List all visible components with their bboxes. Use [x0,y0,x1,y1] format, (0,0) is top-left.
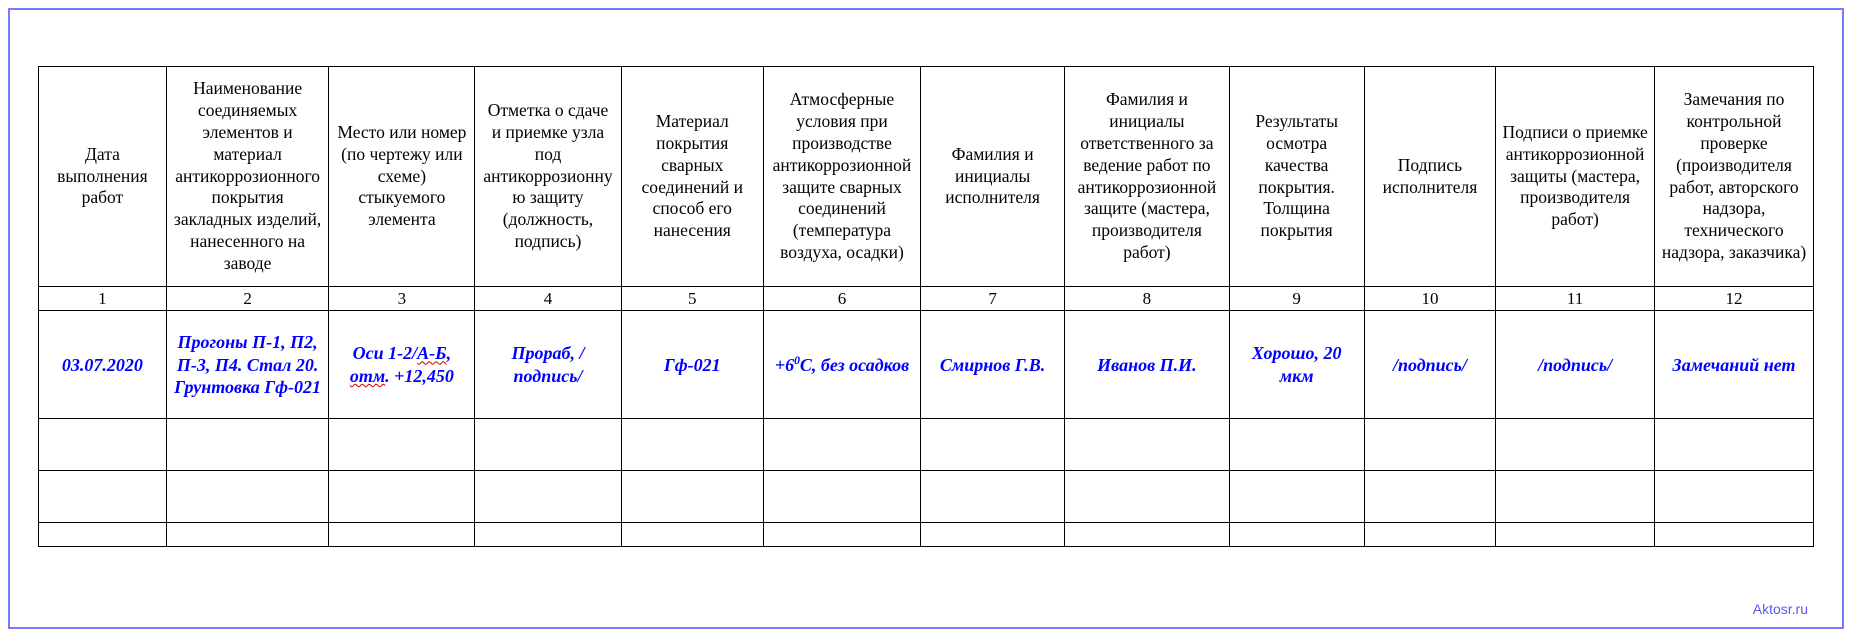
cell-remarks: Замечаний нет [1655,311,1814,419]
attribution-text: Aktosr.ru [1753,601,1808,617]
num-3: 3 [329,287,475,311]
num-7: 7 [920,287,1064,311]
table-row [39,471,1814,523]
header-10: Подпись исполнителя [1364,67,1495,287]
cell-acceptance: Прораб, /подпись/ [475,311,621,419]
header-11: Подписи о приемке антикоррозионной защит… [1496,67,1655,287]
journal-table: Дата выполнения работ Наименование соеди… [38,66,1814,547]
document-frame: Дата выполнения работ Наименование соеди… [8,8,1844,629]
cell-location: Оси 1-2/А-Б, отм. +12,450 [329,311,475,419]
table-row [39,523,1814,547]
num-1: 1 [39,287,167,311]
number-row: 1 2 3 4 5 6 7 8 9 10 11 12 [39,287,1814,311]
num-10: 10 [1364,287,1495,311]
table-row [39,419,1814,471]
cell-responsible: Иванов П.И. [1065,311,1229,419]
table-row: 03.07.2020 Прогоны П-1, П2, П-3, П4. Ста… [39,311,1814,419]
header-8: Фамилия и инициалы ответственного за вед… [1065,67,1229,287]
header-7: Фамилия и инициалы исполнителя [920,67,1064,287]
header-4: Отметка о сдаче и приемке узла под антик… [475,67,621,287]
header-row: Дата выполнения работ Наименование соеди… [39,67,1814,287]
header-12: Замечания по контрольной проверке (произ… [1655,67,1814,287]
num-11: 11 [1496,287,1655,311]
num-8: 8 [1065,287,1229,311]
cell-date: 03.07.2020 [39,311,167,419]
num-12: 12 [1655,287,1814,311]
cell-results: Хорошо, 20 мкм [1229,311,1364,419]
num-4: 4 [475,287,621,311]
cell-atmosphere: +60С, без осадков [763,311,920,419]
cell-sign-accept: /подпись/ [1496,311,1655,419]
cell-sign-performer: /подпись/ [1364,311,1495,419]
num-6: 6 [763,287,920,311]
header-5: Материал покрытия сварных соединений и с… [621,67,763,287]
num-9: 9 [1229,287,1364,311]
header-9: Результаты осмотра качества покрытия. То… [1229,67,1364,287]
cell-material: Гф-021 [621,311,763,419]
cell-elements: Прогоны П-1, П2, П-3, П4. Стал 20. Грунт… [166,311,329,419]
header-6: Атмосферные условия при производстве ант… [763,67,920,287]
header-2: Наименование соединяемых элементов и мат… [166,67,329,287]
num-2: 2 [166,287,329,311]
cell-performer: Смирнов Г.В. [920,311,1064,419]
header-1: Дата выполнения работ [39,67,167,287]
num-5: 5 [621,287,763,311]
header-3: Место или номер (по чертежу или схеме) с… [329,67,475,287]
